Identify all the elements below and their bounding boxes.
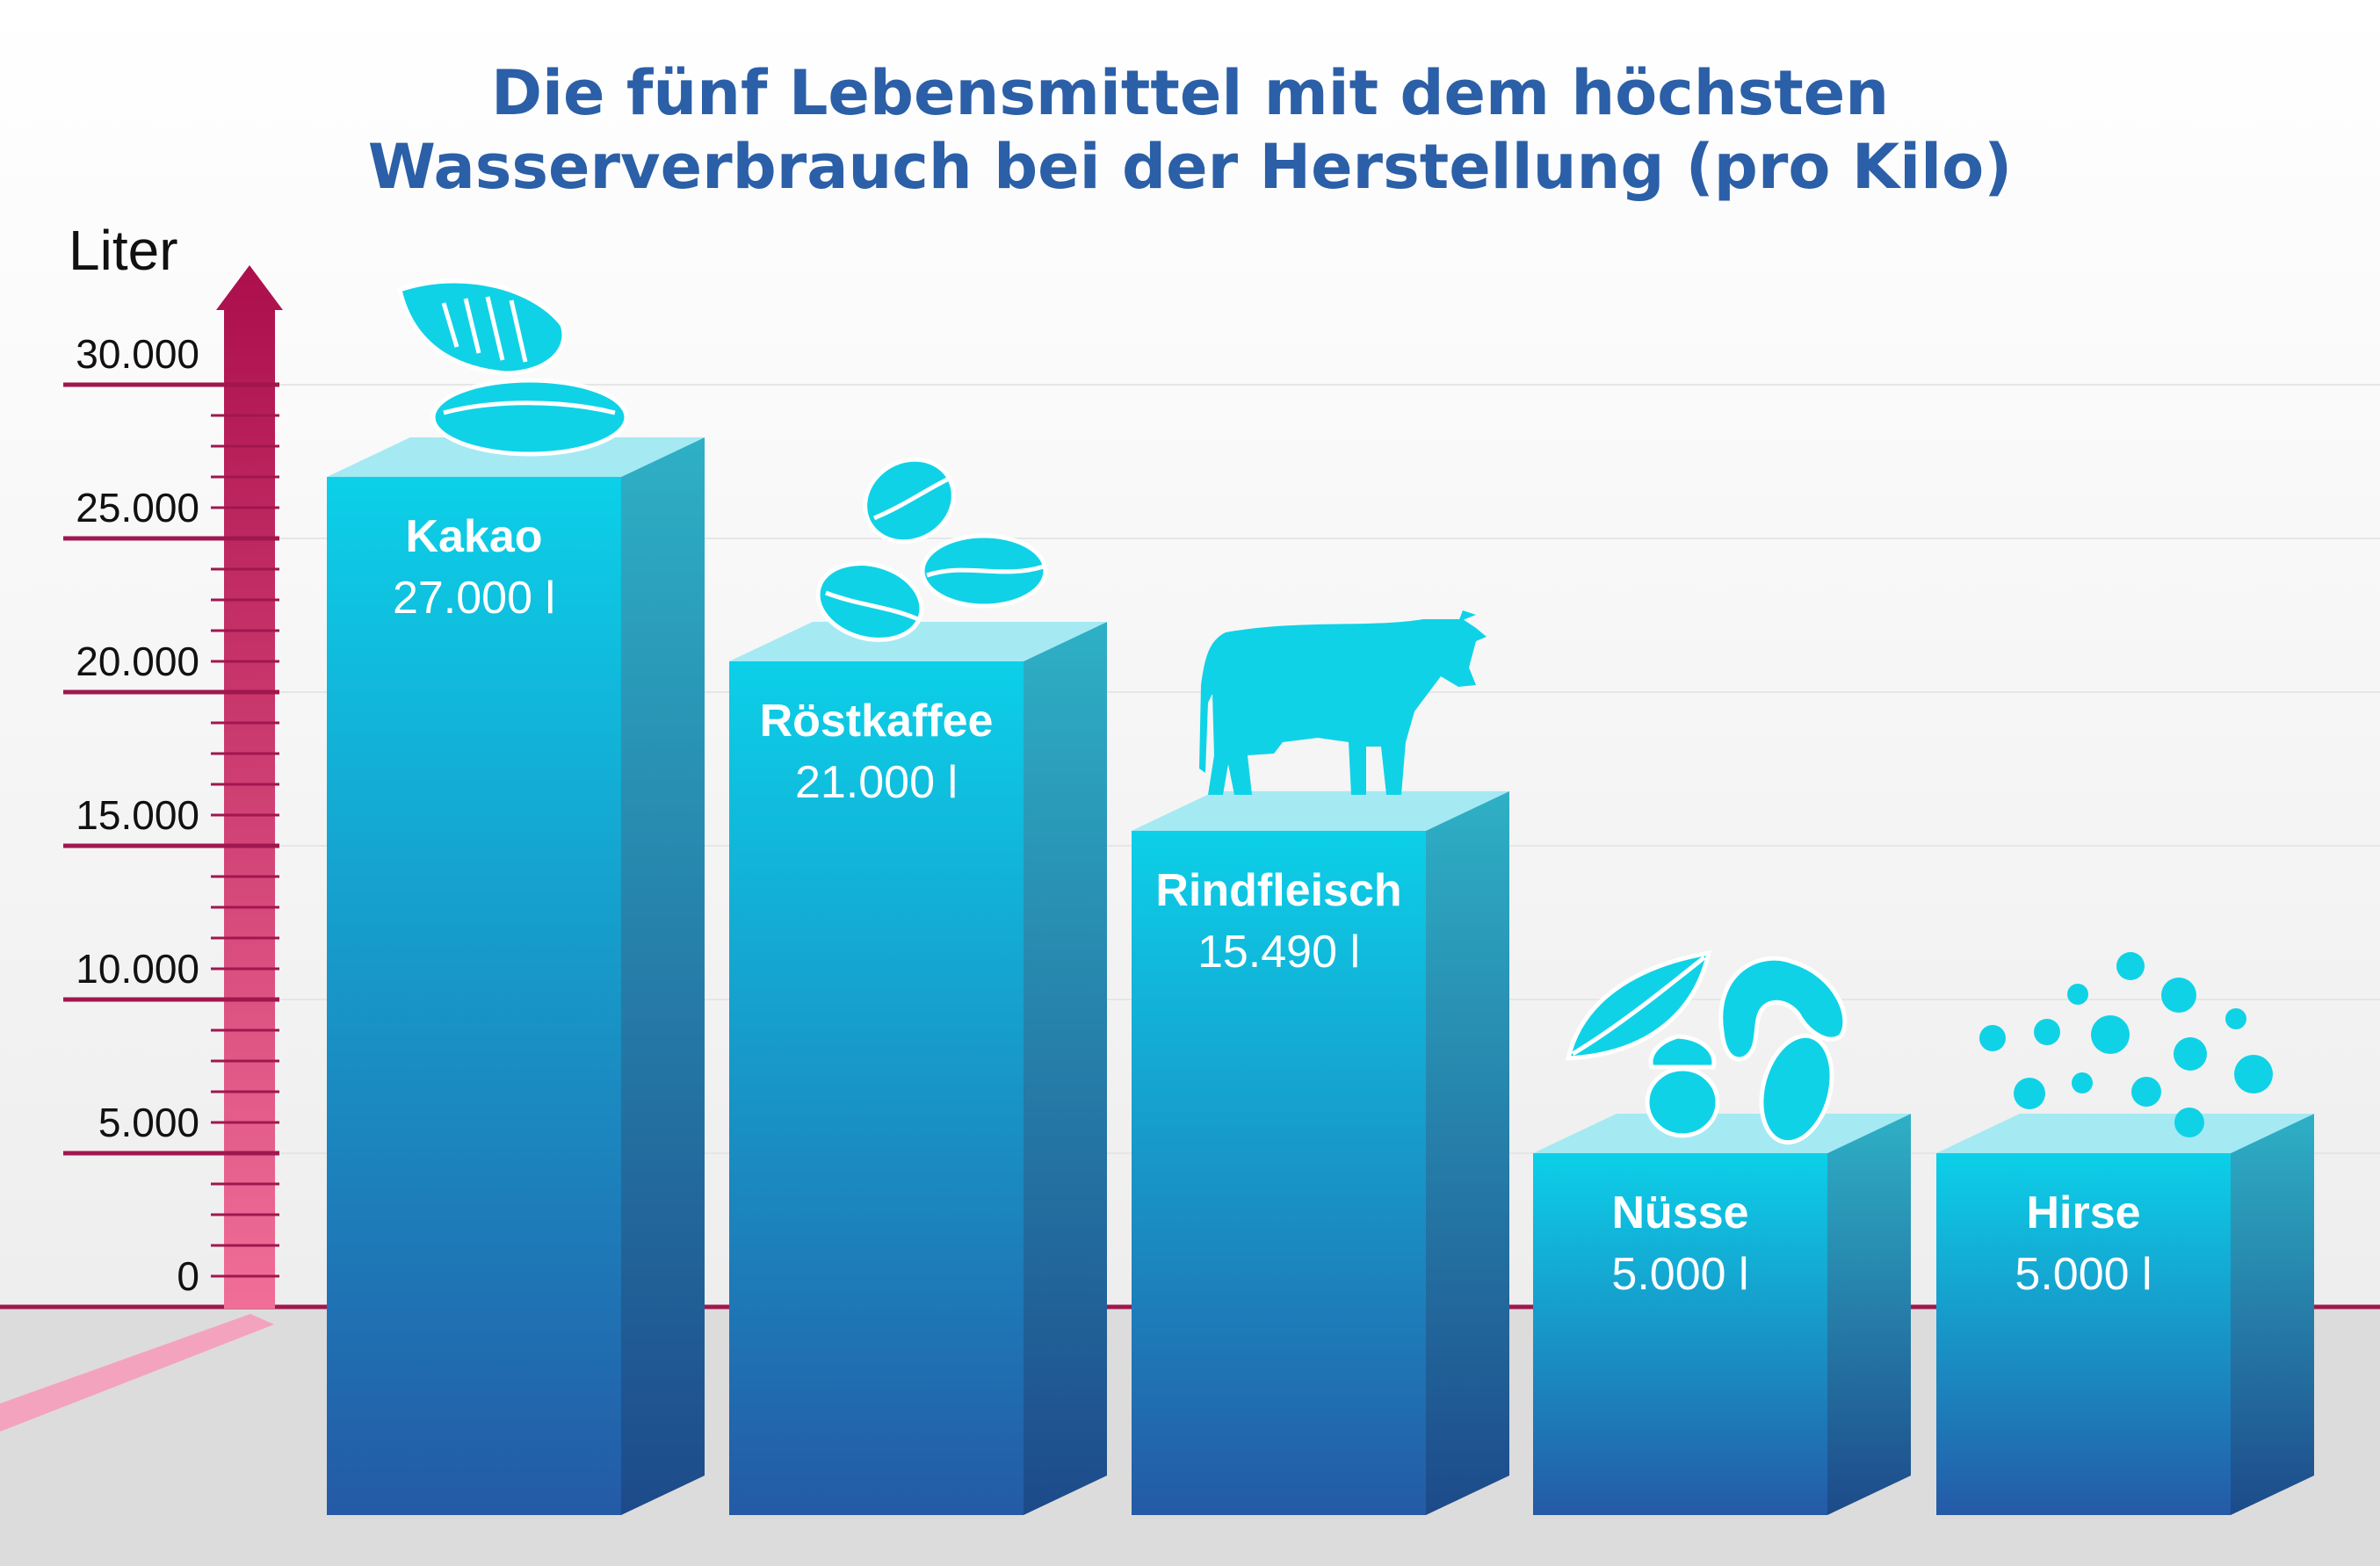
chart-title-line2: Wasserverbrauch bei der Herstellung (pro… [367,131,2013,203]
bar-front [729,661,1024,1515]
bars [327,437,2314,1515]
millet-icon [1979,952,2273,1137]
bar-front [1132,830,1426,1515]
y-tick-label: 10.000 [76,946,199,992]
bar [327,437,705,1515]
bar-front [1936,1153,2231,1515]
bar-side [621,437,705,1515]
bar-top [327,437,705,477]
y-tick-label: 30.000 [76,331,199,377]
y-tick-label: 5.000 [98,1100,199,1145]
bar-category-label: Nüsse [1611,1187,1749,1238]
axis-ticks [63,382,279,1278]
bar-side [2231,1114,2314,1515]
bar-side [1426,790,1509,1515]
bar-top [729,622,1107,661]
y-axis-arrow [216,265,283,1309]
bar-value-label: 5.000 l [2015,1249,2152,1300]
bar-value-label: 15.490 l [1197,926,1361,978]
bar-category-label: Rindfleisch [1155,864,1402,916]
y-tick-label: 25.000 [76,485,199,530]
bar-top [1936,1114,2314,1153]
bar-category-label: Hirse [2026,1187,2141,1238]
nuts-icon [1565,949,1848,1145]
bar [1533,1114,1911,1515]
bar-value-label: 27.000 l [392,573,556,624]
coffee-bean-icon [815,457,1048,642]
bar-front [327,477,621,1515]
bar [1936,1114,2314,1515]
bar-top [1132,790,1509,831]
bar-category-label: Kakao [405,511,543,562]
y-tick-label: 0 [177,1253,199,1299]
y-tick-label: 15.000 [76,792,199,838]
bar [729,622,1107,1515]
bar-side [1827,1114,1911,1515]
bar-value-label: 21.000 l [794,757,959,808]
cocoa-icon [397,278,629,457]
cow-icon [1199,610,1487,795]
y-axis-label: Liter [69,219,178,282]
bar-category-label: Röstkaffee [759,696,994,747]
chart-title-line1: Die fünf Lebensmittel mit dem höchsten [490,57,1890,129]
axis-floor-shadow [0,1314,274,1432]
bar-value-label: 5.000 l [1611,1249,1749,1300]
bar [1132,790,1509,1515]
bar-side [1024,622,1107,1515]
y-tick-label: 20.000 [76,639,199,684]
bar-front [1533,1153,1827,1515]
